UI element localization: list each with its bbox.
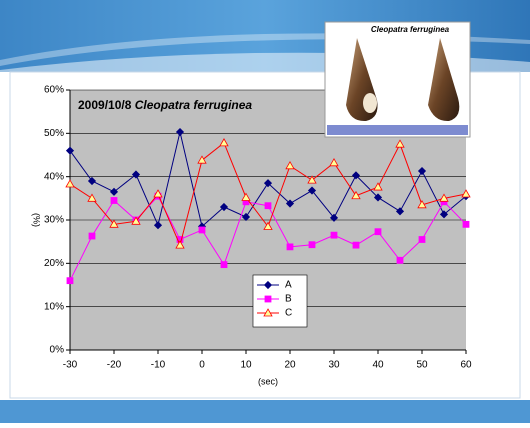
marker (221, 262, 227, 268)
legend-box (253, 275, 307, 327)
marker (331, 232, 337, 238)
marker (309, 242, 315, 248)
ruler (327, 125, 468, 135)
legend-label: C (285, 308, 292, 319)
chart-title: 2009/10/8 Cleopatra ferruginea (78, 98, 252, 112)
y-tick-label: 0% (50, 345, 65, 356)
x-axis-label: (sec) (258, 376, 278, 386)
x-tick-label: -20 (107, 360, 122, 371)
legend: ABC (253, 275, 307, 327)
legend-label: B (285, 294, 292, 305)
marker (419, 237, 425, 243)
y-tick-label: 20% (44, 258, 64, 269)
x-tick-label: 50 (416, 360, 428, 371)
title-species: Cleopatra ferruginea (135, 98, 253, 112)
marker (287, 244, 293, 250)
marker (463, 221, 469, 227)
y-tick-label: 50% (44, 128, 64, 139)
x-tick-label: 20 (284, 360, 296, 371)
marker (397, 257, 403, 263)
x-tick-label: 40 (372, 360, 384, 371)
x-tick-label: 0 (199, 360, 205, 371)
shell-aperture (363, 93, 377, 113)
legend-label: A (285, 280, 292, 291)
x-tick-label: 60 (460, 360, 472, 371)
y-axis-label: (%) (32, 213, 42, 227)
y-tick-label: 30% (44, 215, 64, 226)
marker (353, 242, 359, 248)
photo: Cleopatra ferruginea (325, 22, 470, 137)
x-tick-label: 10 (240, 360, 252, 371)
legend-marker (265, 296, 271, 302)
y-tick-label: 60% (44, 85, 64, 96)
y-tick-label: 10% (44, 301, 64, 312)
footer-band (0, 400, 530, 423)
x-tick-label: 30 (328, 360, 340, 371)
slide: 0% 10% 20% 30% 40% 50% 60% -30 -20 -10 0 10 20 30 40 50… (0, 0, 530, 423)
title-date: 2009/10/8 (78, 98, 132, 112)
marker (375, 229, 381, 235)
marker (111, 198, 117, 204)
marker (265, 203, 271, 209)
marker (89, 233, 95, 239)
marker (199, 227, 205, 233)
marker (67, 278, 73, 284)
y-tick-label: 40% (44, 171, 64, 182)
x-tick-label: -10 (151, 360, 166, 371)
photo-caption: Cleopatra ferruginea (371, 25, 450, 34)
x-tick-label: -30 (63, 360, 78, 371)
